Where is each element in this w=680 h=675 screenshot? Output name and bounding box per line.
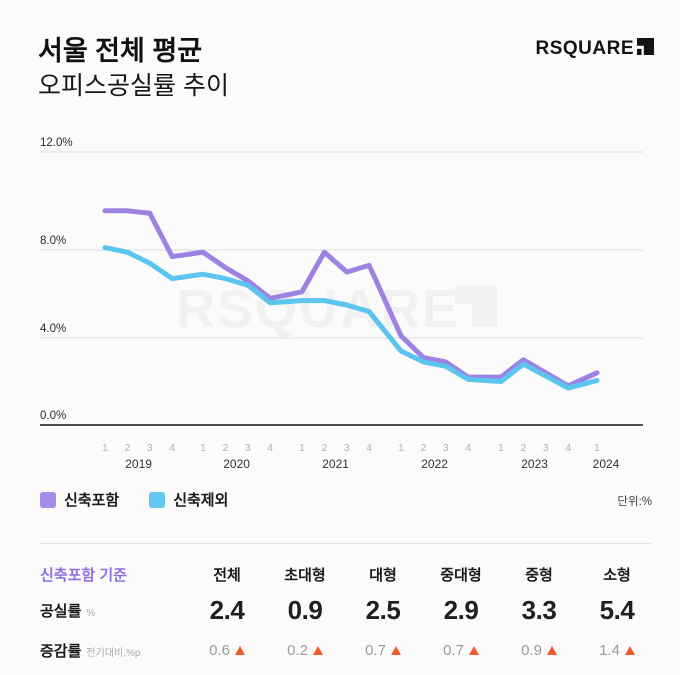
vacancy-row-sublabel: %: [86, 608, 96, 619]
x-axis-quarter-tick: 3: [245, 442, 251, 454]
x-axis-quarter-tick: 4: [465, 442, 471, 454]
change-rate-value: 0.7: [443, 642, 464, 659]
x-axis-quarter-tick: 2: [520, 442, 526, 454]
page-title: 서울 전체 평균 오피스공실률 추이: [38, 34, 229, 103]
change-rate-value: 1.4: [599, 642, 620, 659]
x-axis-year-label: 2024: [593, 457, 620, 471]
page-title-line2: 오피스공실률 추이: [38, 71, 229, 100]
vacancy-rate-value: 2.5: [365, 595, 401, 625]
change-rate-value: 0.2: [287, 642, 308, 659]
x-axis-quarter-tick: 1: [200, 442, 206, 454]
y-axis-tick-label: 4.0%: [40, 323, 66, 335]
x-axis-quarter-tick: 3: [443, 442, 449, 454]
legend-label: 신축제외: [173, 492, 229, 509]
x-axis-quarter-tick: 2: [124, 442, 130, 454]
size-column-header: 전체: [213, 567, 241, 584]
legend-label: 신축포함: [64, 492, 120, 509]
line-including-new-construction: [102, 208, 600, 389]
section-divider: [40, 543, 652, 544]
x-axis-quarter-tick: 3: [344, 442, 350, 454]
x-axis-quarter-tick: 2: [222, 442, 228, 454]
x-axis-year-label: 2021: [322, 457, 349, 471]
change-rate-cell: 0.7: [422, 642, 500, 659]
x-axis-quarter-tick: 4: [267, 442, 273, 454]
size-column-header: 소형: [603, 567, 631, 584]
change-rate-cell: 0.7: [344, 642, 422, 659]
up-triangle-icon: [546, 645, 557, 655]
change-rate-value: 0.7: [365, 642, 386, 659]
change-rate-cell: 1.4: [578, 642, 656, 659]
up-triangle-icon: [312, 645, 323, 655]
size-column-header: 초대형: [284, 567, 326, 584]
y-axis-tick-label: 0.0%: [40, 410, 66, 422]
rsquare-logo-mark-icon: [637, 38, 654, 60]
change-row-label: 증감률 전기대비,%p: [40, 643, 141, 660]
legend-swatch-icon: [149, 491, 166, 508]
vacancy-rate-value: 2.9: [443, 595, 479, 625]
vacancy-rate-value: 2.4: [209, 595, 245, 625]
x-axis-year-label: 2020: [223, 457, 250, 471]
legend-swatch-icon: [40, 491, 56, 508]
legend-item-excluding-new: 신축제외: [149, 489, 228, 510]
vacancy-stats-table: 신축포함 기준 전체 초대형 대형 중대형 중형 소형 공실률% 2.4 0.9 2.5 2.9…: [40, 558, 656, 661]
x-axis-quarter-tick: 1: [594, 442, 600, 454]
vacancy-trend-line-chart: 12.0% 8.0% 4.0% 0.0% RSQUARE 1 2 3 4 2019 1 2 3 4 2020…: [40, 137, 643, 471]
x-axis-quarter-tick: 4: [565, 442, 571, 454]
size-column-header: 중형: [525, 567, 553, 584]
vacancy-rate-value: 3.3: [521, 595, 557, 625]
vacancy-rate-value: 0.9: [287, 595, 323, 625]
x-axis-quarter-tick: 1: [398, 442, 404, 454]
change-row-sublabel: 전기대비,%p: [86, 648, 141, 659]
rsquare-logo-text: RSQUARE: [535, 38, 634, 59]
page-title-line1: 서울 전체 평균: [38, 36, 203, 66]
up-triangle-icon: [390, 645, 401, 655]
vacancy-rate-row: 공실률% 2.4 0.9 2.5 2.9 3.3 5.4: [40, 595, 656, 626]
y-axis-tick-label: 12.0%: [40, 137, 73, 149]
x-axis-quarter-tick: 2: [420, 442, 426, 454]
x-axis-quarter-tick: 4: [169, 442, 175, 454]
x-axis-quarter-tick: 3: [147, 442, 153, 454]
x-axis-quarter-tick: 2: [321, 442, 327, 454]
rsquare-logo: RSQUARE: [535, 38, 654, 60]
unit-note: 단위:%: [617, 496, 652, 508]
vacancy-rate-value: 5.4: [599, 595, 635, 625]
x-axis-year-label: 2022: [421, 457, 448, 471]
line-excluding-new-construction: [102, 245, 600, 391]
up-triangle-icon: [624, 645, 635, 655]
change-rate-value: 0.9: [521, 642, 542, 659]
x-axis-quarter-tick: 3: [543, 442, 549, 454]
stats-header-row: 신축포함 기준 전체 초대형 대형 중대형 중형 소형: [40, 564, 656, 585]
change-rate-value: 0.6: [209, 642, 230, 659]
chart-legend: 신축포함 신축제외: [40, 489, 228, 510]
up-triangle-icon: [234, 645, 245, 655]
change-rate-cell: 0.9: [500, 642, 578, 659]
up-triangle-icon: [468, 645, 479, 655]
x-axis-quarter-tick: 1: [299, 442, 305, 454]
size-column-header: 대형: [369, 567, 397, 584]
change-rate-cell: 0.2: [266, 642, 344, 659]
basis-label: 신축포함 기준: [40, 567, 127, 584]
size-column-header: 중대형: [440, 567, 482, 584]
rsquare-watermark: RSQUARE: [176, 279, 460, 339]
rsquare-watermark-mark-icon: [455, 285, 497, 327]
x-axis-year-label: 2019: [125, 457, 152, 471]
change-rate-row: 증감률 전기대비,%p 0.6 0.2 0.7 0.7 0.9 1.4: [40, 640, 656, 661]
x-axis-quarter-tick: 4: [366, 442, 372, 454]
legend-item-including-new: 신축포함: [40, 489, 119, 510]
y-axis-tick-label: 8.0%: [40, 235, 66, 247]
x-axis-quarter-tick: 1: [102, 442, 108, 454]
x-axis-year-label: 2023: [521, 457, 548, 471]
vacancy-row-label: 공실률%: [40, 603, 96, 620]
change-rate-cell: 0.6: [188, 642, 266, 659]
x-axis-quarter-tick: 1: [498, 442, 504, 454]
